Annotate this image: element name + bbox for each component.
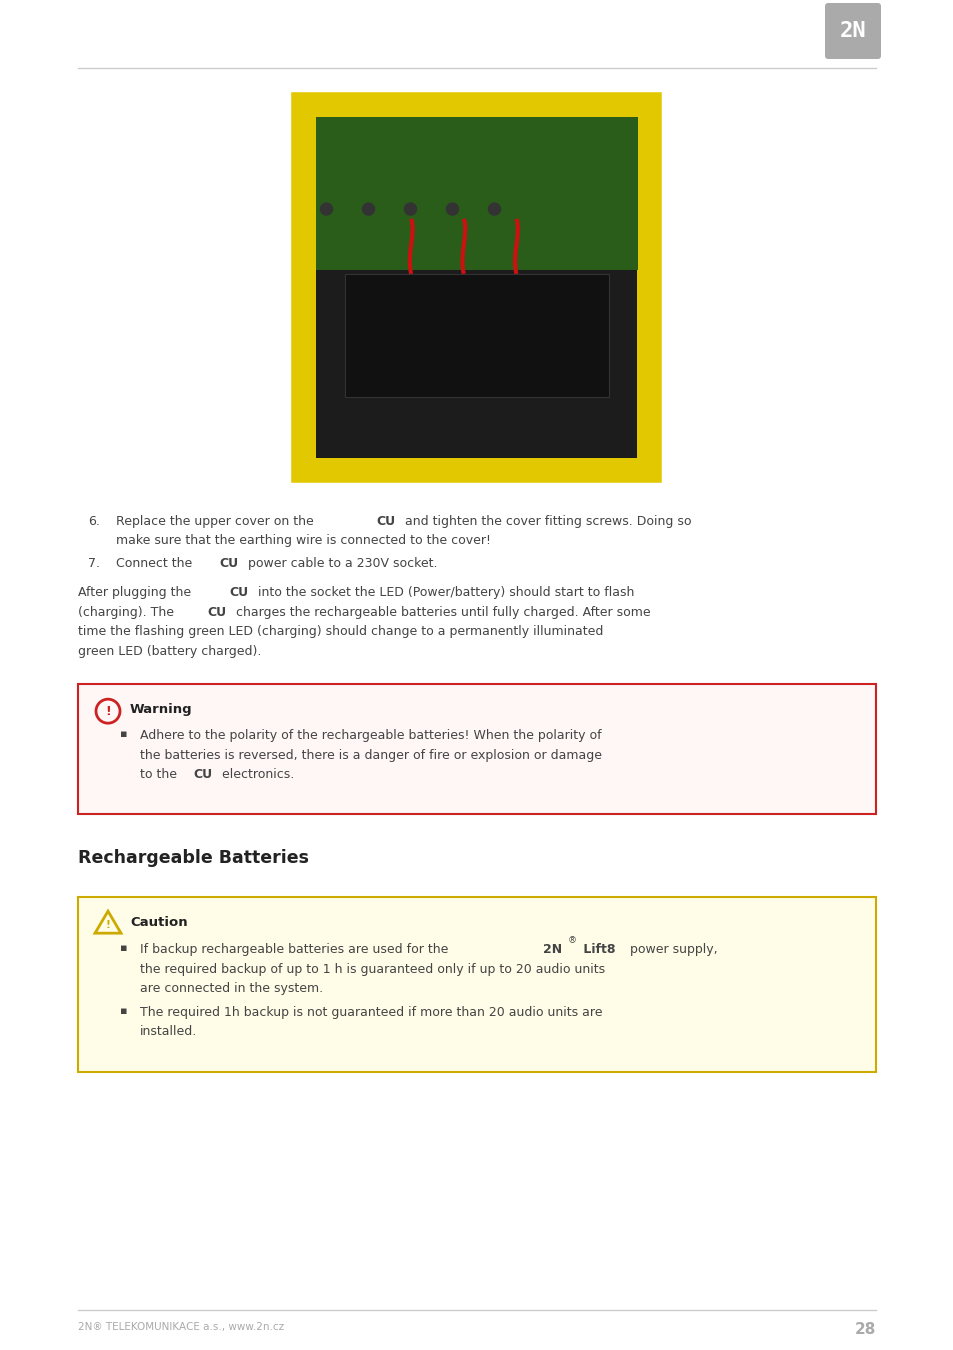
Text: !: ! bbox=[106, 921, 111, 930]
Text: 2N® TELEKOMUNIKACE a.s., www.2n.cz: 2N® TELEKOMUNIKACE a.s., www.2n.cz bbox=[78, 1322, 284, 1332]
Bar bbox=[637, 95, 659, 481]
Text: If backup rechargeable batteries are used for the: If backup rechargeable batteries are use… bbox=[140, 944, 452, 956]
Circle shape bbox=[404, 202, 416, 215]
Text: electronics.: electronics. bbox=[217, 768, 294, 782]
Text: Replace the upper cover on the: Replace the upper cover on the bbox=[116, 514, 317, 528]
Text: 2N: 2N bbox=[542, 944, 561, 956]
Circle shape bbox=[362, 202, 375, 215]
Text: Lift8: Lift8 bbox=[578, 944, 616, 956]
Bar bbox=[294, 95, 316, 481]
Text: are connected in the system.: are connected in the system. bbox=[140, 983, 323, 995]
Bar bbox=[345, 274, 608, 397]
Text: power cable to a 230V socket.: power cable to a 230V socket. bbox=[244, 558, 437, 570]
Text: !: ! bbox=[105, 705, 111, 718]
Text: charges the rechargeable batteries until fully charged. After some: charges the rechargeable batteries until… bbox=[232, 606, 650, 618]
Text: time the flashing green LED (charging) should change to a permanently illuminate: time the flashing green LED (charging) s… bbox=[78, 625, 602, 639]
Text: 2N: 2N bbox=[839, 22, 865, 40]
Text: CU: CU bbox=[219, 558, 238, 570]
Text: CU: CU bbox=[193, 768, 212, 782]
Text: into the socket the LED (Power/battery) should start to flash: into the socket the LED (Power/battery) … bbox=[253, 586, 634, 599]
Text: Caution: Caution bbox=[130, 917, 188, 929]
FancyBboxPatch shape bbox=[824, 3, 880, 59]
Text: ®: ® bbox=[567, 937, 577, 945]
Text: The required 1h backup is not guaranteed if more than 20 audio units are: The required 1h backup is not guaranteed… bbox=[140, 1006, 602, 1019]
Text: CU: CU bbox=[375, 514, 395, 528]
Bar bbox=[294, 95, 659, 117]
Text: (charging). The: (charging). The bbox=[78, 606, 178, 618]
Circle shape bbox=[320, 202, 333, 215]
Bar bbox=[294, 458, 659, 481]
Text: Warning: Warning bbox=[130, 703, 193, 717]
Text: ▪: ▪ bbox=[120, 729, 128, 740]
Text: Connect the: Connect the bbox=[116, 558, 196, 570]
Text: installed.: installed. bbox=[140, 1025, 197, 1038]
Text: 28: 28 bbox=[854, 1322, 875, 1336]
Text: After plugging the: After plugging the bbox=[78, 586, 195, 599]
Bar bbox=[316, 117, 637, 270]
Text: make sure that the earthing wire is connected to the cover!: make sure that the earthing wire is conn… bbox=[116, 535, 491, 548]
Text: 6.: 6. bbox=[88, 514, 100, 528]
Text: CU: CU bbox=[229, 586, 248, 599]
Text: CU: CU bbox=[207, 606, 226, 618]
Circle shape bbox=[488, 202, 500, 215]
Text: green LED (battery charged).: green LED (battery charged). bbox=[78, 645, 261, 657]
Text: power supply,: power supply, bbox=[626, 944, 718, 956]
FancyBboxPatch shape bbox=[78, 898, 875, 1072]
Text: Adhere to the polarity of the rechargeable batteries! When the polarity of: Adhere to the polarity of the rechargeab… bbox=[140, 729, 601, 742]
Circle shape bbox=[446, 202, 458, 215]
Text: Rechargeable Batteries: Rechargeable Batteries bbox=[78, 849, 309, 867]
Text: to the: to the bbox=[140, 768, 181, 782]
Text: the required backup of up to 1 h is guaranteed only if up to 20 audio units: the required backup of up to 1 h is guar… bbox=[140, 963, 604, 976]
FancyBboxPatch shape bbox=[78, 684, 875, 814]
Text: and tighten the cover fitting screws. Doing so: and tighten the cover fitting screws. Do… bbox=[400, 514, 691, 528]
Text: ▪: ▪ bbox=[120, 1006, 128, 1015]
Text: 7.: 7. bbox=[88, 558, 100, 570]
Text: ▪: ▪ bbox=[120, 944, 128, 953]
Bar bbox=[294, 95, 659, 481]
Text: the batteries is reversed, there is a danger of fire or explosion or damage: the batteries is reversed, there is a da… bbox=[140, 749, 601, 761]
